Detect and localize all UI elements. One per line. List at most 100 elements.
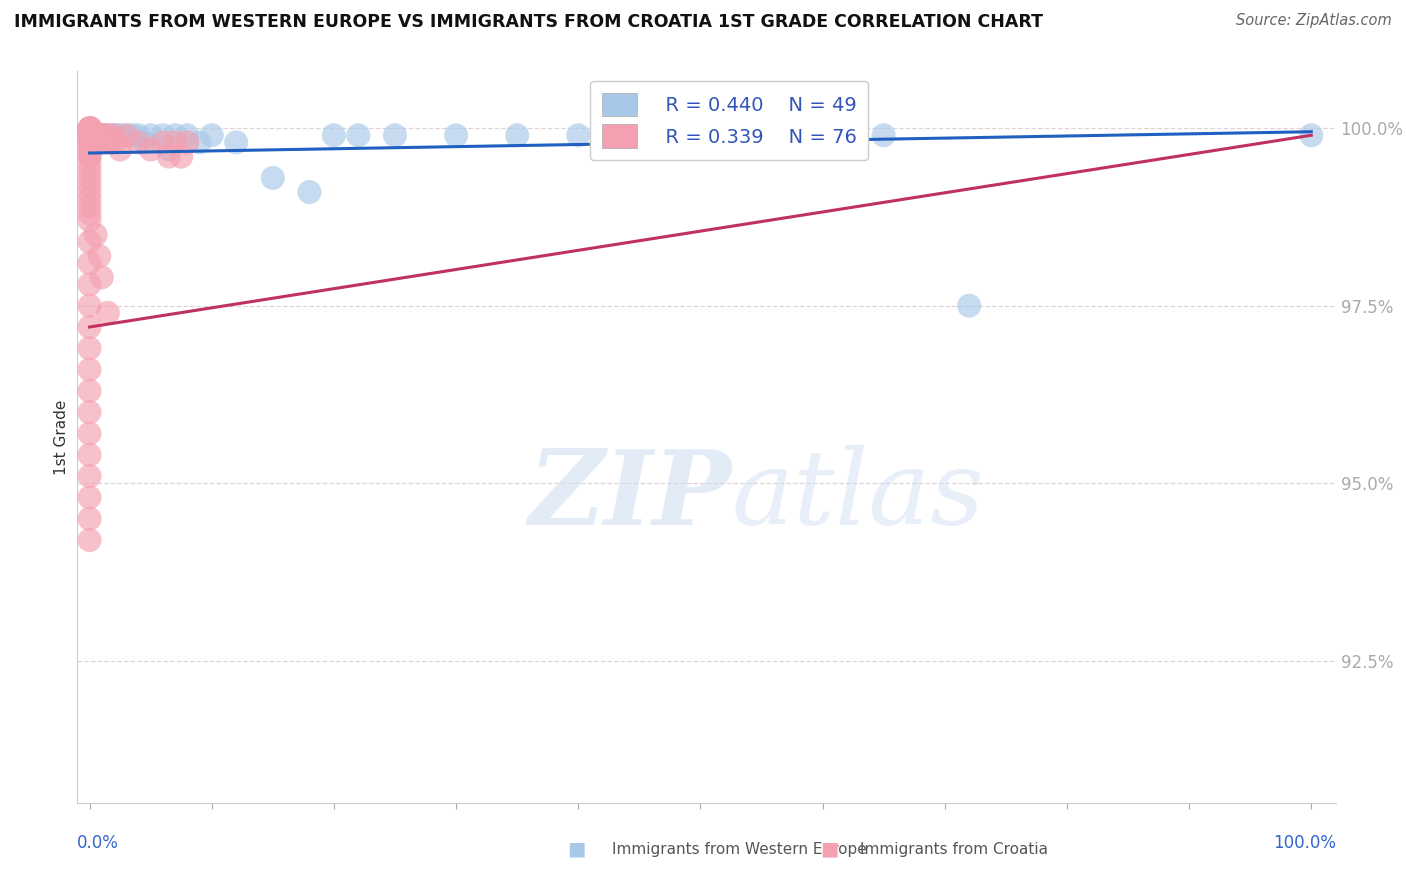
- Point: [157, 143, 180, 157]
- Point: [108, 143, 131, 157]
- Point: [103, 128, 125, 143]
- Point: [751, 128, 773, 143]
- Point: [121, 128, 143, 143]
- Point: [97, 128, 120, 143]
- Point: [201, 128, 224, 143]
- Point: [86, 128, 108, 143]
- Point: [506, 128, 529, 143]
- Point: [79, 426, 101, 441]
- Point: [347, 128, 370, 143]
- Point: [80, 136, 103, 150]
- Point: [79, 341, 101, 355]
- Point: [79, 185, 101, 199]
- Point: [176, 136, 198, 150]
- Point: [79, 136, 101, 150]
- Point: [79, 320, 101, 334]
- Point: [79, 163, 101, 178]
- Point: [79, 448, 101, 462]
- Point: [322, 128, 344, 143]
- Point: [225, 136, 247, 150]
- Point: [80, 128, 103, 143]
- Point: [90, 128, 112, 143]
- Text: ■: ■: [567, 839, 586, 859]
- Point: [89, 128, 111, 143]
- Point: [384, 128, 406, 143]
- Point: [79, 299, 101, 313]
- Point: [165, 136, 187, 150]
- Point: [79, 178, 101, 192]
- Point: [79, 235, 101, 249]
- Point: [165, 128, 187, 143]
- Point: [79, 128, 101, 143]
- Point: [84, 128, 107, 143]
- Point: [89, 128, 111, 143]
- Text: 100.0%: 100.0%: [1272, 834, 1336, 852]
- Point: [105, 136, 128, 150]
- Point: [79, 121, 101, 136]
- Point: [79, 277, 101, 292]
- Point: [127, 128, 149, 143]
- Point: [79, 469, 101, 483]
- Point: [103, 128, 125, 143]
- Text: Immigrants from Croatia: Immigrants from Croatia: [860, 842, 1049, 856]
- Point: [90, 136, 112, 150]
- Point: [79, 150, 101, 164]
- Point: [152, 136, 174, 150]
- Point: [957, 299, 980, 313]
- Point: [90, 128, 112, 143]
- Point: [82, 128, 104, 143]
- Point: [79, 121, 101, 136]
- Point: [79, 128, 101, 143]
- Point: [79, 362, 101, 376]
- Point: [90, 128, 112, 143]
- Point: [80, 136, 103, 150]
- Point: [105, 128, 128, 143]
- Y-axis label: 1st Grade: 1st Grade: [53, 400, 69, 475]
- Point: [83, 128, 105, 143]
- Point: [97, 306, 120, 320]
- Point: [298, 185, 321, 199]
- Point: [139, 143, 162, 157]
- Point: [84, 227, 107, 242]
- Point: [152, 128, 174, 143]
- Point: [79, 128, 101, 143]
- Point: [86, 128, 108, 143]
- Text: IMMIGRANTS FROM WESTERN EUROPE VS IMMIGRANTS FROM CROATIA 1ST GRADE CORRELATION : IMMIGRANTS FROM WESTERN EUROPE VS IMMIGR…: [14, 13, 1043, 31]
- Point: [79, 143, 101, 157]
- Point: [567, 128, 589, 143]
- Point: [139, 128, 162, 143]
- Point: [79, 192, 101, 206]
- Text: 0.0%: 0.0%: [77, 834, 120, 852]
- Point: [87, 128, 110, 143]
- Point: [79, 199, 101, 213]
- Point: [1301, 128, 1323, 143]
- Point: [80, 128, 103, 143]
- Text: Source: ZipAtlas.com: Source: ZipAtlas.com: [1236, 13, 1392, 29]
- Text: ■: ■: [820, 839, 839, 859]
- Point: [79, 128, 101, 143]
- Point: [170, 150, 193, 164]
- Point: [79, 136, 101, 150]
- Point: [79, 256, 101, 270]
- Point: [127, 136, 149, 150]
- Point: [80, 128, 103, 143]
- Point: [87, 128, 110, 143]
- Point: [82, 128, 104, 143]
- Text: atlas: atlas: [731, 445, 984, 546]
- Point: [100, 136, 122, 150]
- Point: [84, 136, 107, 150]
- Point: [82, 136, 104, 150]
- Point: [444, 128, 467, 143]
- Point: [79, 405, 101, 419]
- Point: [108, 128, 131, 143]
- Point: [79, 128, 101, 143]
- Point: [79, 128, 101, 143]
- Point: [79, 384, 101, 398]
- Point: [90, 128, 112, 143]
- Point: [80, 128, 103, 143]
- Point: [97, 128, 120, 143]
- Point: [157, 150, 180, 164]
- Point: [80, 128, 103, 143]
- Point: [93, 128, 115, 143]
- Point: [80, 128, 103, 143]
